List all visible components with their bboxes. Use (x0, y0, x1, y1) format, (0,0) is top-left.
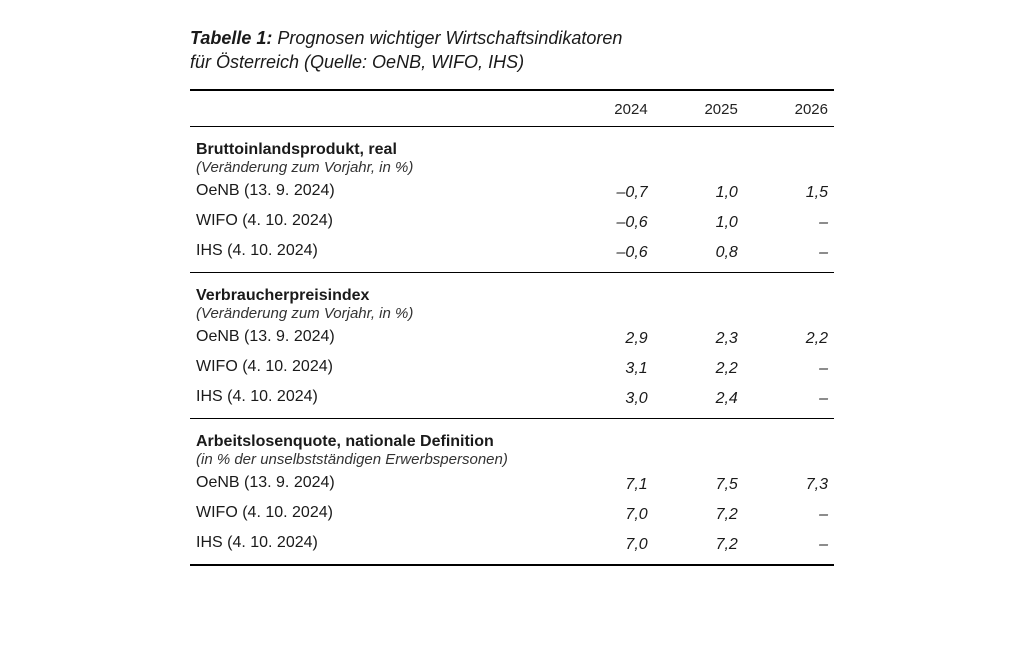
cell-value: 7,5 (654, 468, 744, 498)
cell-value: 7,3 (744, 468, 834, 498)
group-title: Arbeitslosenquote, nationale Definition (196, 433, 828, 451)
row-label: OeNB (13. 9. 2024) (190, 176, 564, 206)
cell-value: 2,2 (744, 322, 834, 352)
cell-value: 1,0 (654, 206, 744, 236)
group-note: (Veränderung zum Vorjahr, in %) (196, 305, 828, 322)
caption-title: Prognosen wichtiger Wirtschaftsindikator… (277, 28, 622, 48)
cell-value: – (744, 352, 834, 382)
cell-value: 7,2 (654, 528, 744, 558)
cell-value: 1,0 (654, 176, 744, 206)
cell-value: – (744, 382, 834, 412)
row-label: OeNB (13. 9. 2024) (190, 468, 564, 498)
cell-value: –0,6 (564, 236, 654, 266)
row-label: OeNB (13. 9. 2024) (190, 322, 564, 352)
row-label: IHS (4. 10. 2024) (190, 382, 564, 412)
cell-value: 3,0 (564, 382, 654, 412)
col-header-year: 2024 (564, 90, 654, 127)
cell-value: 3,1 (564, 352, 654, 382)
table-caption: Tabelle 1: Prognosen wichtiger Wirtschaf… (190, 26, 834, 75)
group-heading: Bruttoinlandsprodukt, real (Veränderung … (190, 126, 834, 176)
table-body: Bruttoinlandsprodukt, real (Veränderung … (190, 126, 834, 565)
group-heading: Verbraucherpreisindex (Veränderung zum V… (190, 272, 834, 322)
table-row: WIFO (4. 10. 2024) 7,0 7,2 – (190, 498, 834, 528)
cell-value: 2,3 (654, 322, 744, 352)
bottom-rule (190, 558, 834, 565)
cell-value: 7,2 (654, 498, 744, 528)
row-label: IHS (4. 10. 2024) (190, 528, 564, 558)
row-label: IHS (4. 10. 2024) (190, 236, 564, 266)
table-row: WIFO (4. 10. 2024) 3,1 2,2 – (190, 352, 834, 382)
group-heading: Arbeitslosenquote, nationale Definition … (190, 418, 834, 468)
row-label: WIFO (4. 10. 2024) (190, 206, 564, 236)
row-label: WIFO (4. 10. 2024) (190, 352, 564, 382)
page: Tabelle 1: Prognosen wichtiger Wirtschaf… (0, 0, 1024, 586)
indicators-table: 2024 2025 2026 Bruttoinlandsprodukt, rea… (190, 89, 834, 566)
cell-value: 2,2 (654, 352, 744, 382)
cell-value: – (744, 498, 834, 528)
table-row: WIFO (4. 10. 2024) –0,6 1,0 – (190, 206, 834, 236)
table-row: OeNB (13. 9. 2024) 7,1 7,5 7,3 (190, 468, 834, 498)
caption-label: Tabelle 1: (190, 28, 272, 48)
row-label: WIFO (4. 10. 2024) (190, 498, 564, 528)
table-row: IHS (4. 10. 2024) 7,0 7,2 – (190, 528, 834, 558)
cell-value: 0,8 (654, 236, 744, 266)
group-note: (Veränderung zum Vorjahr, in %) (196, 159, 828, 176)
table-row: IHS (4. 10. 2024) 3,0 2,4 – (190, 382, 834, 412)
cell-value: 7,1 (564, 468, 654, 498)
group-note: (in % der unselbstständigen Erwerbsperso… (196, 451, 828, 468)
cell-value: 2,9 (564, 322, 654, 352)
cell-value: 7,0 (564, 498, 654, 528)
group-title: Verbraucherpreisindex (196, 287, 828, 305)
group-title: Bruttoinlandsprodukt, real (196, 141, 828, 159)
cell-value: – (744, 236, 834, 266)
table-row: OeNB (13. 9. 2024) 2,9 2,3 2,2 (190, 322, 834, 352)
table-row: OeNB (13. 9. 2024) –0,7 1,0 1,5 (190, 176, 834, 206)
cell-value: – (744, 206, 834, 236)
col-header-blank (190, 90, 564, 127)
cell-value: 2,4 (654, 382, 744, 412)
cell-value: – (744, 528, 834, 558)
table-head: 2024 2025 2026 (190, 90, 834, 127)
cell-value: 7,0 (564, 528, 654, 558)
col-header-year: 2026 (744, 90, 834, 127)
caption-subtitle: für Österreich (Quelle: OeNB, WIFO, IHS) (190, 52, 524, 72)
table-row: IHS (4. 10. 2024) –0,6 0,8 – (190, 236, 834, 266)
cell-value: –0,7 (564, 176, 654, 206)
cell-value: –0,6 (564, 206, 654, 236)
cell-value: 1,5 (744, 176, 834, 206)
col-header-year: 2025 (654, 90, 744, 127)
